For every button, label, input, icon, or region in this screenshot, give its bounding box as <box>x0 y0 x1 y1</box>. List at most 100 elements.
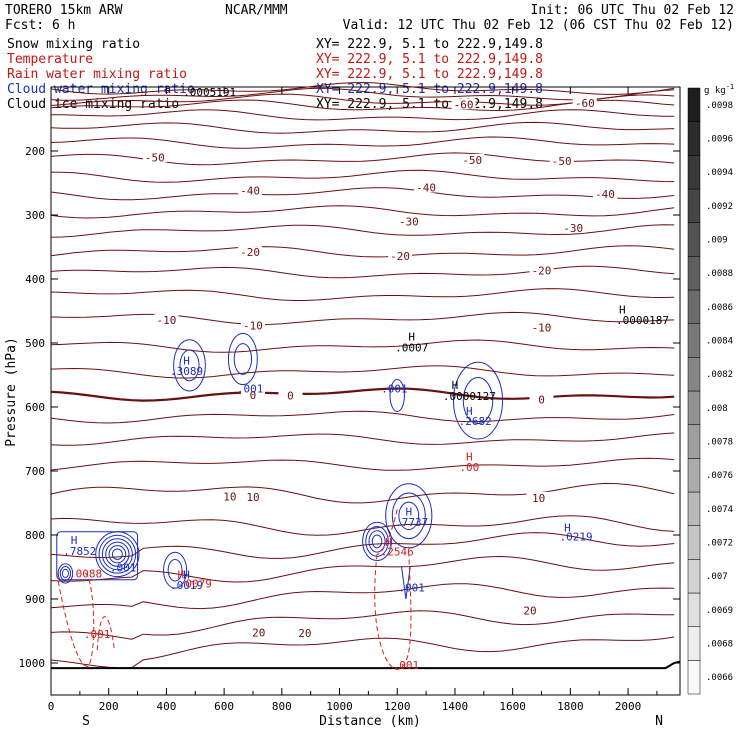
colorbar-segment <box>687 390 701 425</box>
cloud-water-contour <box>173 339 206 392</box>
contour-value-label: .3089 <box>170 365 203 378</box>
isotherm-label-bg <box>529 264 554 276</box>
colorbar-segment <box>687 592 701 627</box>
isotherm-label-bg <box>240 491 265 503</box>
legend-cloud-ice-xy: XY= 222.9, 5.1 to 222.9,149.8 <box>316 97 543 112</box>
cloud-water-contour <box>453 361 504 440</box>
contour-value-label: .0088 <box>69 567 102 580</box>
colorbar-tick-label: .008 <box>706 404 728 414</box>
contour-value-label: .00 <box>459 461 479 474</box>
isotherm-label-bg <box>238 246 263 258</box>
maximum-marker: H <box>466 450 473 463</box>
contour-labels: -60 -60 -50 -50 -50 -40 -40 -40 -30 -30 -20 -20 -20 -… <box>63 86 669 672</box>
cloud-water-contour <box>398 501 420 531</box>
rain-water-contour <box>96 616 115 651</box>
colorbar: g kg-1 .0066 .0068 .0069 .007 .0072 .0074 .007… <box>687 83 734 695</box>
isotherm-label: -60 <box>575 97 595 110</box>
colorbar-tick-label: .0076 <box>706 471 733 481</box>
maximum-marker: H <box>71 534 78 547</box>
cloud-water-contour <box>179 349 200 382</box>
isotherm-label: -10 <box>156 314 176 327</box>
cloud-water-contour <box>462 377 494 425</box>
isotherm-label: 10 <box>223 491 236 504</box>
isotherm-label: -40 <box>240 185 260 198</box>
isotherm-label: -60 <box>454 98 474 111</box>
isotherm <box>50 555 675 583</box>
x-tick-label: 1200 <box>384 700 411 713</box>
colorbar-segment <box>687 626 701 661</box>
isotherm <box>50 311 675 326</box>
isotherm-label-bg <box>238 184 263 196</box>
colorbar-tick-label: .0096 <box>706 135 733 145</box>
isotherm-label: -20 <box>532 265 552 278</box>
isotherm-label: -50 <box>552 155 572 168</box>
x-tick-label: 1000 <box>326 700 353 713</box>
cloud-water-contour <box>57 563 74 584</box>
maximum-marker: H <box>408 331 415 344</box>
rain-water-contour <box>376 509 398 555</box>
maximum-marker: H <box>183 354 190 367</box>
isotherm-label-bg <box>592 187 617 199</box>
x-tick-label: 200 <box>99 700 119 713</box>
isotherm-label: 20 <box>523 605 536 618</box>
isotherm-label: 0 <box>538 393 545 406</box>
y-tick-label: 900 <box>25 593 45 606</box>
cloud-water-contour <box>227 332 258 386</box>
contour-value-label: .7852 <box>63 545 96 558</box>
contour-value-label: .2682 <box>459 415 492 428</box>
isotherm-label-bg <box>517 604 542 616</box>
legend: Snow mixing ratio XY= 222.9, 5.1 to 222.… <box>7 37 543 112</box>
legend-cloud-water: Cloud water mixing ratio <box>7 82 195 97</box>
isotherm-label-bg <box>240 319 265 331</box>
isotherm-label: -20 <box>390 250 410 263</box>
y-tick-label: 600 <box>25 401 45 414</box>
x-tick-label: 1800 <box>557 700 584 713</box>
isotherm <box>50 410 675 424</box>
contour-value-label: .0005191 <box>183 86 236 99</box>
colorbar-tick-label: .0069 <box>706 606 733 616</box>
maximum-marker: H <box>452 379 459 392</box>
contour-value-label: .0000187 <box>616 314 669 327</box>
model-title: TORERO 15km ARW <box>5 3 123 18</box>
contour-layer <box>50 81 681 670</box>
contour-value-label: .0219 <box>560 530 593 543</box>
y-tick-label: 1000 <box>19 657 46 670</box>
contour-value-label: .001 <box>110 562 137 575</box>
colorbar-segment <box>687 525 701 560</box>
contour-value-label: .0000127 <box>443 390 496 403</box>
y-tick-label: 300 <box>25 209 45 222</box>
isotherm-label-bg <box>414 181 439 193</box>
isotherm <box>50 515 675 536</box>
axis-ticks: 0 200 400 600 800 1000 1200 1400 1600 1800 2000200… <box>19 87 680 713</box>
colorbar-segment <box>687 188 701 223</box>
isotherm-label: 0 <box>287 389 294 402</box>
contour-value-label: .001 <box>84 628 111 641</box>
isotherm-label: 20 <box>298 627 311 640</box>
cloud-water-contour <box>167 558 183 582</box>
colorbar-segment <box>687 559 701 594</box>
colorbar-tick-label: .0098 <box>706 101 733 111</box>
cloud-water-contour <box>111 548 123 560</box>
colorbar-tick-label: .0072 <box>706 539 733 549</box>
legend-cloud-water-xy: XY= 222.9, 5.1 to 222.9,149.8 <box>316 82 543 97</box>
isotherm <box>50 187 675 201</box>
isotherm <box>50 245 675 258</box>
isotherm-label: -30 <box>399 215 419 228</box>
isotherm <box>51 109 675 121</box>
forecast-hour: Fcst: 6 h <box>5 18 75 33</box>
contour-value-label: .0007 <box>395 341 428 354</box>
contour-value-label: .001 <box>398 581 425 594</box>
isotherm <box>50 636 675 669</box>
maximum-marker: H <box>405 505 412 518</box>
isotherm-label-bg <box>526 491 551 503</box>
isotherm-label: -40 <box>595 188 615 201</box>
colorbar-segment <box>687 458 701 493</box>
y-tick-label: 800 <box>25 529 45 542</box>
isotherm-label: -50 <box>462 154 482 167</box>
cloud-water-contour <box>401 566 411 600</box>
colorbar-tick-label: .0074 <box>706 505 733 515</box>
contour-value-label: .001 <box>237 382 264 395</box>
maximum-marker: H <box>466 405 473 418</box>
isotherm-label-bg <box>549 155 574 167</box>
isotherm <box>50 205 675 219</box>
